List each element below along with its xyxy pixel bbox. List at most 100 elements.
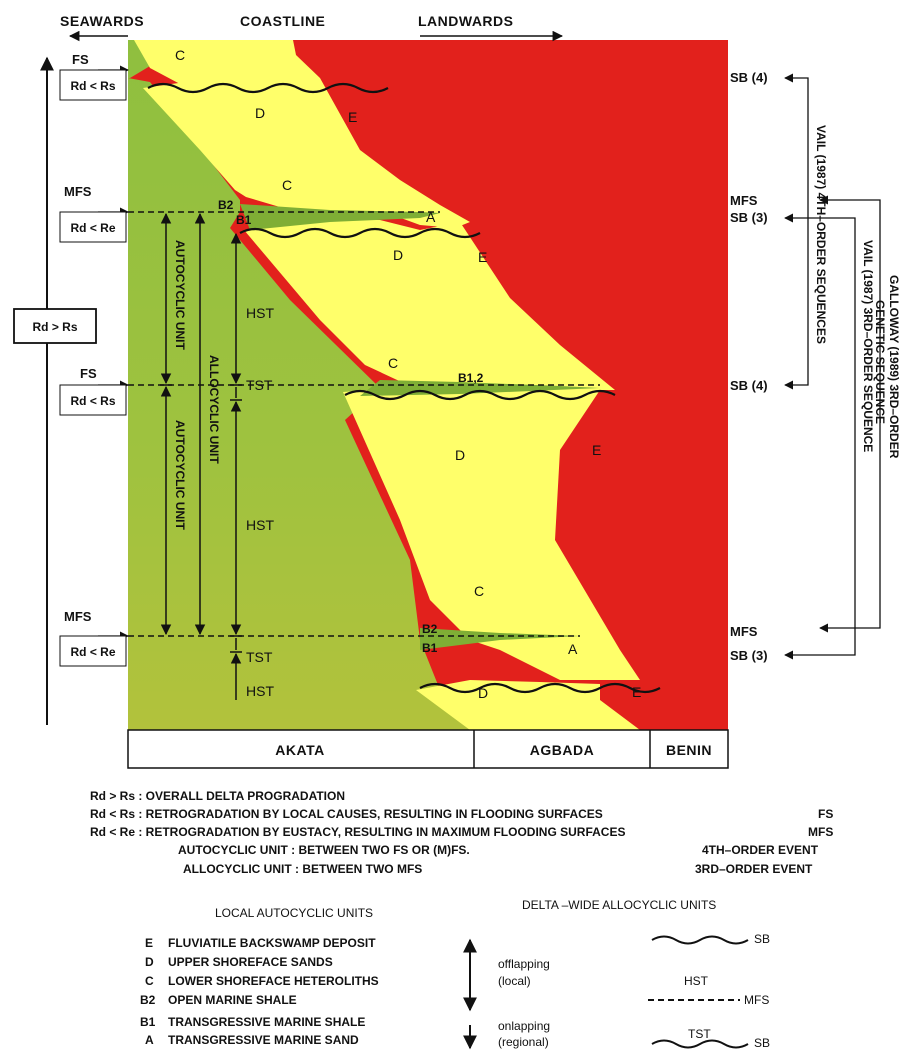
def-row-2: Rd < Rs : RETROGRADATION BY LOCAL CAUSES…	[90, 807, 603, 821]
unit-d2: D	[393, 247, 403, 263]
legend-desc-b2: OPEN MARINE SHALE	[168, 993, 297, 1007]
def-term-3: Rd < Re	[90, 825, 136, 839]
hst-2: HST	[246, 517, 274, 533]
sequence-boundaries	[147, 82, 661, 694]
tst-2: TST	[246, 649, 273, 665]
unit-c4: C	[474, 583, 484, 599]
legend-desc-a: TRANSGRESSIVE MARINE SAND	[168, 1033, 359, 1047]
legend-sb-label-2: SB	[754, 1036, 771, 1050]
unit-e4: E	[632, 684, 641, 700]
legend-desc-e: FLUVIATILE BACKSWAMP DEPOSIT	[168, 936, 376, 950]
def-tag-4: 4TH–ORDER EVENT	[702, 843, 819, 857]
right-annotations: SB (4) MFS SB (3) SB (4) MFS SB (3)	[730, 70, 768, 663]
unit-c1: C	[175, 47, 185, 63]
rd-rs-top-box: Rd < Rs	[70, 79, 115, 93]
def-term-2: Rd < Rs	[90, 807, 136, 821]
mfs-2-label: MFS	[64, 609, 92, 624]
cycle-arrows	[160, 212, 242, 700]
def-row-4: AUTOCYCLIC UNIT : BETWEEN TWO FS OR (M)F…	[178, 843, 470, 857]
sb-line-top	[147, 82, 389, 94]
formation-bar: AKATA AGBADA BENIN	[127, 729, 729, 769]
legend-sb-wavy-2	[651, 1039, 749, 1049]
unit-d1: D	[255, 105, 265, 121]
unit-a1: A	[426, 209, 436, 225]
flooding-surface-lines	[128, 211, 600, 637]
def-row-3: Rd < Re : RETROGRADATION BY EUSTACY, RES…	[90, 825, 625, 839]
galloway-line-1: GALLOWAY (1989) 3RD–ORDER	[887, 275, 901, 459]
formation-agbada: AGBADA	[530, 742, 594, 758]
b-wedge-lower	[420, 628, 580, 650]
unit-b2-1: B2	[218, 198, 234, 212]
legend-code-d: D	[145, 955, 154, 969]
mfs-1-label: MFS	[64, 184, 92, 199]
legend-code-a: A	[145, 1033, 154, 1047]
unit-e3: E	[592, 442, 601, 458]
seawards-label: SEAWARDS	[60, 13, 144, 29]
sb3-2: SB (3)	[730, 648, 768, 663]
hst-1: HST	[246, 305, 274, 321]
landwards-label: LANDWARDS	[418, 13, 514, 29]
unit-c2: C	[282, 177, 292, 193]
hst-3: HST	[246, 683, 274, 699]
unit-b2-2: B2	[422, 622, 438, 636]
autocyclic-unit-2: AUTOCYCLIC UNIT	[173, 420, 187, 530]
def-row-5: ALLOCYCLIC UNIT : BETWEEN TWO MFS	[183, 862, 423, 876]
legend-code-c: C	[145, 974, 154, 988]
legend-hst-label: HST	[684, 974, 708, 988]
coastline-label: COASTLINE	[240, 13, 325, 29]
unit-c3: C	[388, 355, 398, 371]
legend-code-b1: B1	[140, 1015, 156, 1029]
legend-sb-label-1: SB	[754, 932, 771, 946]
right-mfs-1: MFS	[730, 193, 758, 208]
legend-mfs-label: MFS	[744, 993, 770, 1007]
rd-rs-mid-box: Rd < Rs	[70, 394, 115, 408]
unit-b1-1: B1	[236, 213, 252, 227]
unit-e2: E	[478, 249, 487, 265]
unit-e1: E	[348, 109, 357, 125]
vail-3rd-order: VAIL (1987) 3RD–ORDER SEQUENCE	[861, 240, 875, 452]
fs-mid-label: FS	[80, 366, 97, 381]
unit-a2: A	[568, 641, 578, 657]
legend-desc-c: LOWER SHOREFACE HETEROLITHS	[168, 974, 379, 988]
yellow-d-lower	[343, 386, 640, 680]
offlapping-label: offlapping	[498, 957, 550, 971]
sb-line-middle	[344, 389, 616, 401]
sb4-top: SB (4)	[730, 70, 768, 85]
local-units-title: LOCAL AUTOCYCLIC UNITS	[215, 906, 374, 920]
rd-gt-rs-box: Rd > Rs	[32, 320, 77, 334]
unit-letters: C D E C B2 B1 A D E C B1,2 D E C B2 B1 A…	[175, 47, 641, 701]
unit-b1-2: B1	[422, 641, 438, 655]
rd-re-2-box: Rd < Re	[70, 645, 115, 659]
def-term-1: Rd > Rs	[90, 789, 136, 803]
yellow-d-top	[143, 78, 470, 228]
autocyclic-unit-1: AUTOCYCLIC UNIT	[173, 240, 187, 350]
unit-b12: B1,2	[458, 371, 484, 385]
unit-d3: D	[455, 447, 465, 463]
def-text-1: : OVERALL DELTA PROGRADATION	[135, 789, 346, 803]
def-text-3: : RETROGRADATION BY EUSTACY, RESULTING I…	[135, 825, 626, 839]
allocyclic-unit: ALLOCYCLIC UNIT	[207, 355, 221, 464]
sb4-mid: SB (4)	[730, 378, 768, 393]
def-tag-3: MFS	[808, 825, 834, 839]
def-text-2: : RETROGRADATION BY LOCAL CAUSES, RESULT…	[135, 807, 603, 821]
offlapping-sub: (local)	[498, 974, 531, 988]
legend-tst-label: TST	[688, 1027, 711, 1041]
fs-top-label: FS	[72, 52, 89, 67]
legend-code-b2: B2	[140, 993, 156, 1007]
unit-d4: D	[478, 685, 488, 701]
vail-4th-order: VAIL (1987) 4TH–ORDER SEQUENCES	[814, 125, 828, 344]
right-brackets	[784, 73, 881, 660]
legend-symbols	[463, 935, 749, 1050]
legend-desc-b1: TRANSGRESSIVE MARINE SHALE	[168, 1015, 366, 1029]
sb3-1: SB (3)	[730, 210, 768, 225]
def-row-1: Rd > Rs : OVERALL DELTA PROGRADATION	[90, 789, 345, 803]
sb-line-lower	[419, 682, 661, 694]
onlapping-sub: (regional)	[498, 1035, 549, 1049]
legend-desc-d: UPPER SHOREFACE SANDS	[168, 955, 333, 969]
tst-1: TST	[246, 377, 273, 393]
formation-benin: BENIN	[666, 742, 712, 758]
yellow-d-middle	[244, 218, 615, 390]
onlapping-label: onlapping	[498, 1019, 551, 1033]
def-tag-2: FS	[818, 807, 834, 821]
